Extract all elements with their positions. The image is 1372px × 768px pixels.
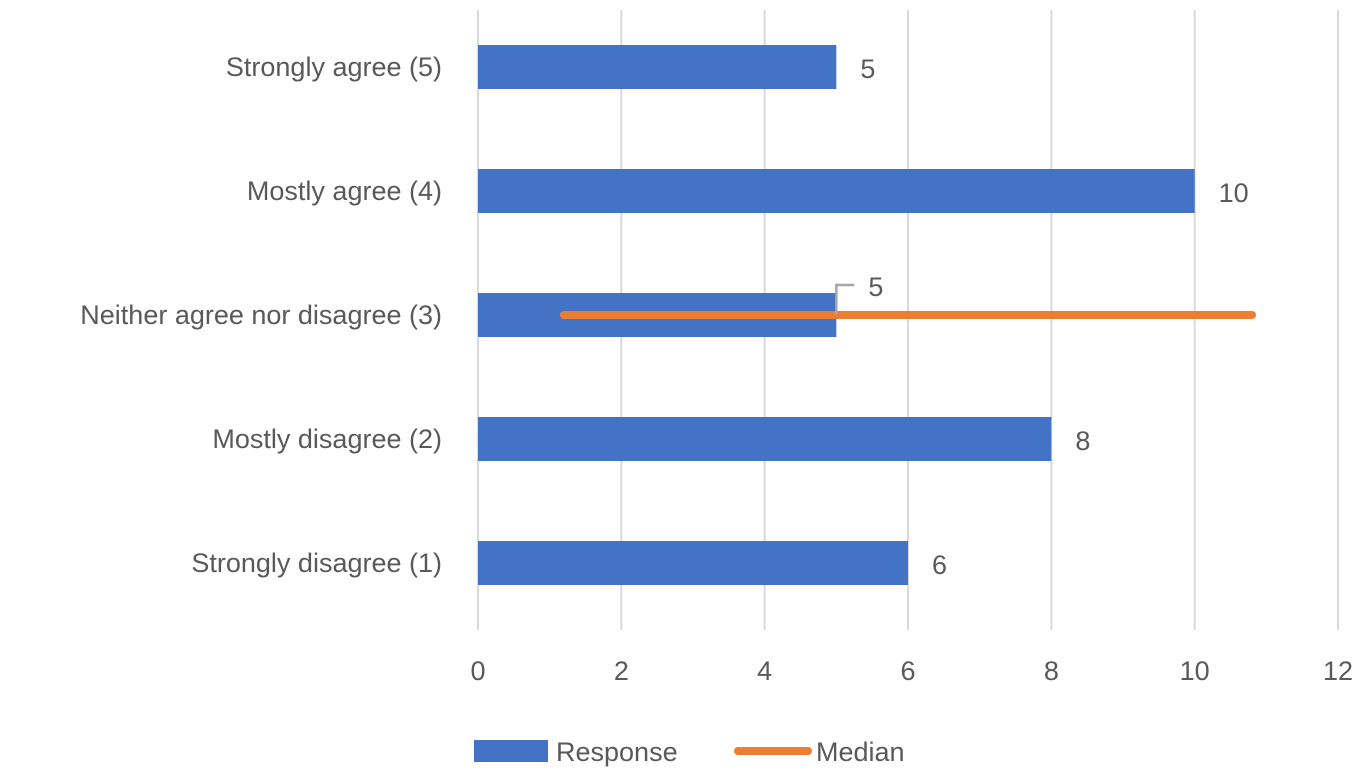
category-label-0: Strongly agree (5) [226,52,442,82]
x-tick-label-3: 6 [900,656,915,686]
data-labels: 5 10 5 8 6 [835,54,1249,580]
x-tick-label-1: 2 [614,656,629,686]
legend-label-median: Median [816,737,905,767]
bar-0 [478,45,837,89]
category-axis: Strongly agree (5) Mostly agree (4) Neithe… [80,52,442,578]
data-label-leader-2 [835,283,855,315]
bar-3 [478,417,1052,461]
data-label-2: 5 [868,272,883,302]
data-label-0: 5 [860,54,875,84]
data-label-3: 8 [1075,426,1090,456]
x-tick-label-0: 0 [470,656,485,686]
category-label-3: Mostly disagree (2) [212,424,442,454]
x-tick-label-6: 12 [1323,656,1353,686]
x-tick-label-2: 4 [757,656,772,686]
legend-swatch-response [474,740,548,762]
bars [478,45,1195,585]
bar-4 [478,541,908,585]
category-label-2: Neither agree nor disagree (3) [80,300,442,330]
bar-1 [478,169,1195,213]
x-tick-label-4: 8 [1044,656,1059,686]
value-axis: 0 2 4 6 8 10 12 [470,656,1353,686]
x-tick-label-5: 10 [1180,656,1210,686]
data-label-4: 6 [932,550,947,580]
legend: Response Median [474,737,905,767]
legend-label-response: Response [556,737,678,767]
category-label-1: Mostly agree (4) [247,176,442,206]
category-label-4: Strongly disagree (1) [191,548,442,578]
data-label-1: 10 [1219,178,1249,208]
